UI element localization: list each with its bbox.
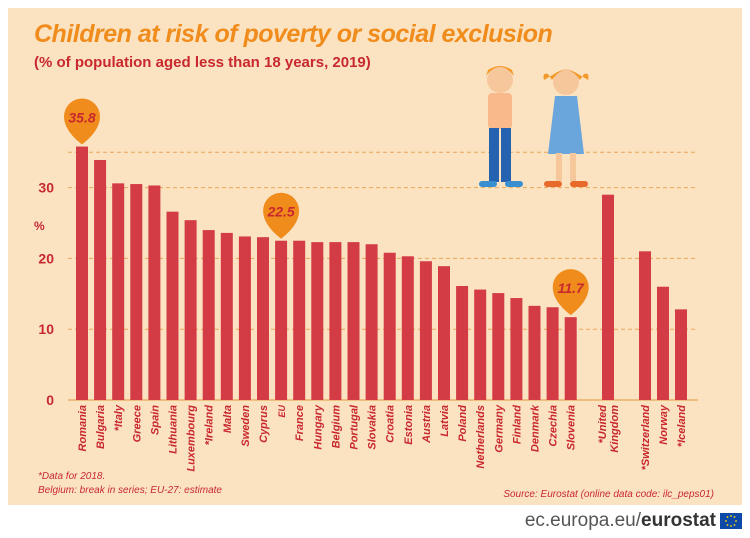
x-label-romania: Romania [77, 405, 89, 451]
x-label-spain: Spain [149, 405, 161, 435]
footnote-data-2018: *Data for 2018. [38, 471, 106, 482]
boy-illustration [479, 66, 523, 187]
bar-switzerland [639, 251, 651, 400]
bar-spain [148, 185, 161, 400]
chart-title: Children at risk of poverty or social ex… [34, 20, 553, 48]
source-note: Source: Eurostat (online data code: ilc_… [503, 489, 714, 500]
bar-eu [275, 240, 288, 400]
bar-bulgaria [94, 159, 107, 400]
bar-ireland [202, 230, 215, 400]
bar-lithuania [166, 211, 179, 400]
callout-marker-eu [263, 192, 300, 239]
x-label-switzerland: *Switzerland [640, 405, 652, 471]
bar-finland [510, 298, 523, 400]
eurostat-brand: ec.europa.eu/eurostat [525, 510, 716, 532]
x-label-eu: EU [277, 405, 287, 418]
x-label-finland: Finland [511, 405, 523, 444]
eu-flag-icon [720, 513, 742, 529]
x-label-croatia: Croatia [385, 405, 397, 443]
x-label-estonia: Estonia [403, 405, 415, 445]
x-label-portugal: Portugal [349, 404, 361, 450]
bar-luxembourg [184, 220, 197, 400]
x-label-bulgaria: Bulgaria [95, 405, 107, 449]
bar-malta [220, 232, 233, 400]
callouts: 35.8 22.5 11.7 [64, 98, 589, 316]
y-tick-label-20: 20 [38, 250, 54, 266]
x-label-luxembourg: Luxembourg [186, 405, 198, 472]
bar-croatia [383, 252, 396, 400]
bar-germany [492, 293, 505, 400]
bar-hungary [311, 242, 324, 400]
x-label-poland: Poland [457, 405, 469, 442]
x-label-slovenia: Slovenia [566, 405, 578, 450]
bar-romania [76, 146, 88, 400]
bars [76, 146, 687, 400]
bar-czechia [546, 307, 559, 400]
x-label-norway: Norway [658, 404, 670, 445]
bar-sweden [238, 236, 251, 400]
callout-label-romania: 35.8 [68, 110, 95, 126]
y-axis-label: % [34, 219, 45, 233]
brand-name: eurostat [641, 510, 716, 531]
y-axis: 0 10 20 30% [34, 180, 54, 408]
x-label-belgium: Belgium [330, 405, 342, 449]
bar-portugal [347, 242, 360, 400]
bar-poland [456, 286, 469, 400]
bar-italy [112, 183, 125, 400]
bar-slovakia [365, 244, 378, 400]
bar-greece [130, 184, 143, 400]
x-label-malta: Malta [222, 405, 234, 433]
bar-estonia [401, 256, 414, 400]
bar-united-kingdom [602, 194, 614, 400]
bar-austria [419, 261, 432, 400]
x-label-iceland: *Iceland [676, 405, 688, 447]
callout-label-eu: 22.5 [266, 204, 294, 220]
x-label-ireland: *Ireland [204, 405, 216, 446]
x-label-latvia: Latvia [439, 405, 451, 437]
x-label-greece: Greece [131, 405, 143, 442]
x-axis-labels: Romania Bulgaria *Italy Greece Spain Lithuani… [77, 404, 688, 472]
x-label-netherlands: Netherlands [475, 405, 487, 469]
callout-label-slovenia: 11.7 [558, 280, 585, 296]
girl-illustration [543, 69, 589, 187]
x-label-denmark: Denmark [530, 404, 542, 452]
footnote-break-in-series: Belgium: break in series; EU-27: estimat… [38, 485, 222, 496]
x-label-austria: Austria [421, 405, 433, 444]
x-label-hungary: Hungary [312, 404, 324, 450]
x-label-cyprus: Cyprus [258, 405, 270, 443]
bar-cyprus [257, 237, 269, 400]
y-tick-label-10: 10 [38, 321, 54, 337]
bar-belgium [329, 242, 342, 400]
bar-iceland [675, 309, 687, 400]
x-label-czechia: Czechia [548, 405, 560, 447]
bar-netherlands [474, 289, 487, 400]
x-label-sweden: Sweden [240, 405, 252, 447]
y-tick-label-30: 30 [38, 180, 54, 196]
callout-marker-slovenia [552, 269, 589, 316]
x-label-germany: Germany [493, 404, 505, 453]
y-tick-label-0: 0 [46, 392, 54, 408]
bar-denmark [528, 305, 541, 400]
x-label-slovakia: Slovakia [367, 405, 379, 450]
bar-norway [657, 286, 669, 400]
bar-latvia [438, 266, 450, 400]
bar-slovenia [564, 317, 577, 400]
x-label-italy: *Italy [113, 404, 125, 431]
chart-subtitle: (% of population aged less than 18 years… [34, 54, 371, 71]
x-label-united-kingdom-1: Kingdom [609, 405, 621, 453]
bar-france [293, 240, 306, 400]
x-label-lithuania: Lithuania [168, 405, 180, 454]
brand-domain: ec.europa.eu/ [524, 510, 642, 531]
x-label-united-kingdom-0: *United [597, 405, 609, 444]
callout-marker-romania [64, 98, 100, 145]
x-label-france: France [294, 405, 306, 441]
